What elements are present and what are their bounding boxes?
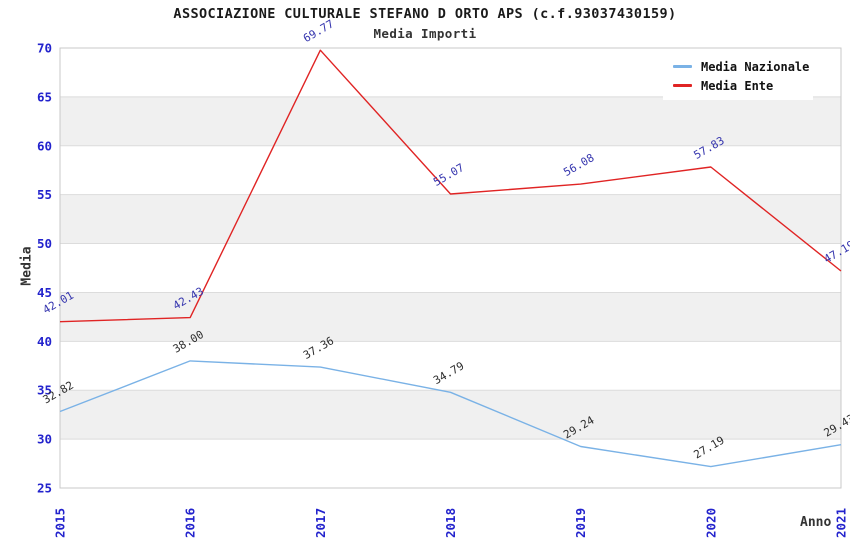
legend-label-media-ente: Media Ente [701, 78, 774, 93]
legend-item-media-nazionale: Media Nazionale [673, 57, 813, 76]
y-tick-label: 55 [37, 187, 52, 202]
y-axis-title: Media [19, 246, 35, 286]
y-tick-label: 65 [37, 89, 52, 104]
y-tick-label: 60 [37, 138, 52, 153]
plot-band [60, 439, 841, 488]
plot-band [60, 341, 841, 391]
x-tick-label: 2018 [443, 508, 458, 538]
data-label-media-ente: 69.77 [301, 17, 336, 45]
plot-band [60, 194, 841, 244]
x-tick-label: 2021 [834, 508, 849, 538]
legend-item-media-ente: Media Ente [673, 76, 813, 95]
plot-band [60, 243, 841, 293]
series-line-media-ente [59, 49, 842, 323]
plot-band [60, 96, 841, 146]
chart-title: ASSOCIAZIONE CULTURALE STEFANO D ORTO AP… [173, 6, 677, 22]
x-axis-title: Anno [800, 515, 832, 530]
plot-frame [59, 47, 842, 489]
y-tick-label: 40 [37, 334, 52, 349]
plot-band [60, 145, 841, 195]
legend-line-sample-media-ente [673, 84, 692, 87]
y-tick-label: 35 [37, 383, 52, 398]
legend: Media Nazionale Media Ente [663, 52, 813, 100]
x-tick-label: 2017 [313, 508, 328, 538]
x-tick-label: 2020 [703, 508, 718, 538]
series-line-media-nazionale [59, 360, 842, 468]
y-tick-label: 45 [37, 285, 52, 300]
plot-band [60, 390, 841, 440]
x-tick-label: 2019 [573, 508, 588, 538]
y-tick-label: 25 [37, 481, 52, 496]
y-tick-label: 30 [37, 432, 52, 447]
x-tick-label: 2016 [183, 508, 198, 538]
y-tick-label: 70 [37, 41, 52, 56]
legend-line-sample-media-nazionale [673, 65, 692, 68]
legend-label-media-nazionale: Media Nazionale [701, 59, 810, 74]
x-tick-label: 2015 [53, 508, 68, 538]
y-tick-label: 50 [37, 236, 52, 251]
chart-subtitle: Media Importi [373, 26, 477, 41]
